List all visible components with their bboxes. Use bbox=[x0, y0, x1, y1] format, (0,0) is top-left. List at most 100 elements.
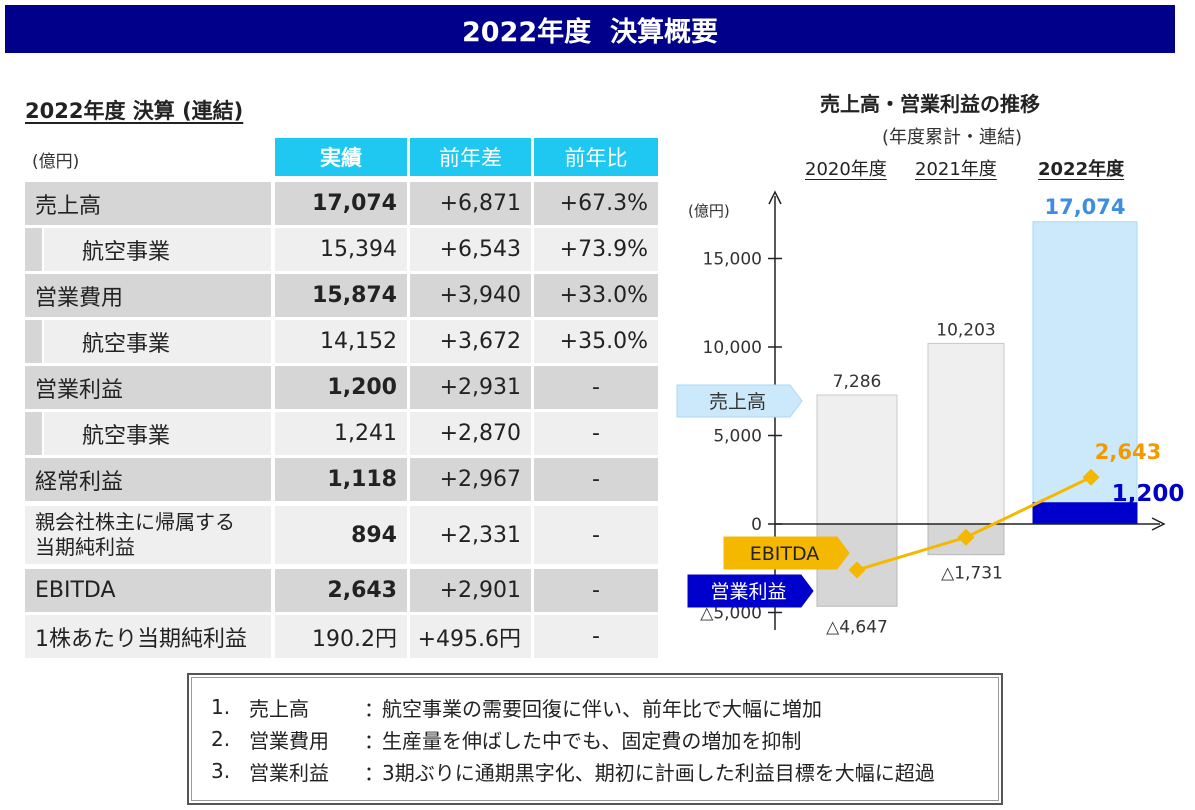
row-diff: +6,871 bbox=[410, 182, 531, 225]
note-number: 2. bbox=[211, 727, 231, 751]
row-diff: +2,870 bbox=[410, 412, 531, 455]
page-banner: 2022年度 決算概要 bbox=[5, 5, 1175, 53]
y-tick-label: 15,000 bbox=[703, 250, 762, 270]
table-unit-label: (億円) bbox=[32, 152, 80, 172]
sales-value-label: 10,203 bbox=[936, 320, 995, 340]
operating-profit-value-label: 1,200 bbox=[1112, 481, 1185, 507]
note-text: 生産量を伸ばした中でも、固定費の増加を抑制 bbox=[382, 728, 802, 753]
row-label: 経常利益 bbox=[25, 458, 271, 501]
operating-profit-bar bbox=[816, 523, 898, 607]
chart-category-2022: 2022年度 bbox=[1038, 159, 1125, 180]
ebitda-point bbox=[848, 561, 866, 579]
ebitda-point bbox=[957, 528, 975, 546]
table-title: 2022年度 決算 (連結) bbox=[25, 99, 244, 123]
row-actual: 894 bbox=[275, 506, 407, 564]
sales-bar bbox=[1032, 221, 1138, 525]
row-actual: 1,200 bbox=[275, 366, 407, 409]
row-label: 売上高 bbox=[25, 182, 271, 225]
banner-title: 2022年度 決算概要 bbox=[462, 16, 718, 48]
row-label: 親会社株主に帰属する 当期純利益 bbox=[25, 506, 271, 564]
note-number: 3. bbox=[211, 759, 231, 783]
chart-subtitle: (年度累計・連結) bbox=[882, 127, 1023, 148]
row-label-line1: 親会社株主に帰属する bbox=[35, 510, 235, 534]
summary-notes-box: 1. 売上高：航空事業の需要回復に伴い、前年比で大幅に増加 2. 営業費用：生産量を伸… bbox=[187, 673, 1003, 805]
operating-profit-value-label: △4,647 bbox=[826, 617, 888, 637]
ebitda-point bbox=[1082, 468, 1100, 486]
row-ratio: +73.9% bbox=[534, 228, 658, 271]
chart-category-2021: 2021年度 bbox=[915, 159, 997, 180]
row-label: 営業費用 bbox=[25, 274, 271, 317]
header-diff: 前年差 bbox=[410, 138, 531, 176]
row-label: EBITDA bbox=[25, 569, 271, 612]
row-diff: +2,967 bbox=[410, 458, 531, 501]
row-label: 1株あたり当期純利益 bbox=[25, 615, 271, 658]
note-number: 1. bbox=[211, 695, 231, 719]
note-separator: ： bbox=[364, 696, 384, 721]
legend-tag-sales-label: 売上高 bbox=[709, 391, 766, 413]
sales-bar bbox=[927, 342, 1005, 525]
row-diff: +2,901 bbox=[410, 569, 531, 612]
row-ratio: - bbox=[534, 615, 658, 658]
row-diff: +3,672 bbox=[410, 320, 531, 363]
row-ratio: +33.0% bbox=[534, 274, 658, 317]
legend-tag-ebitda bbox=[723, 536, 850, 570]
note-separator: ： bbox=[364, 728, 384, 753]
row-actual: 17,074 bbox=[275, 182, 407, 225]
row-ratio: - bbox=[534, 412, 658, 455]
note-row: 1. 売上高 ：航空事業の需要回復に伴い、前年比で大幅に増加 bbox=[211, 691, 1001, 723]
sub-row-indent bbox=[25, 320, 42, 363]
note-separator: ： bbox=[364, 760, 384, 785]
row-label: 営業利益 bbox=[25, 366, 271, 409]
operating-profit-bar bbox=[927, 523, 1005, 556]
operating-profit-bar bbox=[1032, 502, 1138, 525]
note-key: 営業費用 bbox=[249, 728, 329, 753]
operating-profit-value-label: △1,731 bbox=[941, 564, 1003, 584]
y-axis-unit: (億円) bbox=[688, 202, 730, 220]
sales-bar bbox=[816, 394, 898, 525]
row-label: 航空事業 bbox=[44, 412, 271, 455]
y-tick-label: 0 bbox=[751, 515, 762, 535]
row-ratio: +67.3% bbox=[534, 182, 658, 225]
row-diff: +2,931 bbox=[410, 366, 531, 409]
header-ratio: 前年比 bbox=[534, 138, 658, 176]
row-diff: +3,940 bbox=[410, 274, 531, 317]
row-diff: +6,543 bbox=[410, 228, 531, 271]
row-diff: +2,331 bbox=[410, 506, 531, 564]
row-ratio: - bbox=[534, 366, 658, 409]
row-actual: 15,394 bbox=[275, 228, 407, 271]
note-text: 航空事業の需要回復に伴い、前年比で大幅に増加 bbox=[382, 696, 822, 721]
note-row: 2. 営業費用 ：生産量を伸ばした中でも、固定費の増加を抑制 bbox=[211, 723, 1001, 755]
ebitda-line bbox=[856, 475, 1092, 572]
ebitda-value-label: 2,643 bbox=[1095, 440, 1161, 464]
note-text: 3期ぶりに通期黒字化、期初に計画した利益目標を大幅に超過 bbox=[382, 760, 935, 785]
y-axis-arrow bbox=[768, 190, 782, 205]
legend-tag-ebitda-label: EBITDA bbox=[750, 543, 820, 565]
row-label: 航空事業 bbox=[44, 228, 271, 271]
sub-row-indent bbox=[25, 228, 42, 271]
row-actual: 2,643 bbox=[275, 569, 407, 612]
chart-category-2020: 2020年度 bbox=[805, 159, 887, 180]
row-label: 航空事業 bbox=[44, 320, 271, 363]
legend-tag-sales bbox=[676, 384, 803, 418]
chart-title: 売上高・営業利益の推移 bbox=[820, 92, 1040, 116]
row-label-line2: 当期純利益 bbox=[35, 535, 135, 559]
y-tick-label: △5,000 bbox=[700, 604, 762, 624]
row-actual: 1,241 bbox=[275, 412, 407, 455]
note-key: 営業利益 bbox=[249, 760, 329, 785]
legend-tag-operating-profit bbox=[687, 574, 814, 608]
y-tick-label: 10,000 bbox=[703, 338, 762, 358]
sub-row-indent bbox=[25, 412, 42, 455]
row-ratio: - bbox=[534, 458, 658, 501]
legend-tag-operating-profit-label: 営業利益 bbox=[710, 581, 786, 603]
row-actual: 14,152 bbox=[275, 320, 407, 363]
row-actual: 190.2円 bbox=[275, 615, 407, 658]
y-tick-label: 5,000 bbox=[713, 427, 762, 447]
sales-value-label: 17,074 bbox=[1044, 195, 1125, 219]
sales-value-label: 7,286 bbox=[833, 372, 882, 392]
note-row: 3. 営業利益 ： 3期ぶりに通期黒字化、期初に計画した利益目標を大幅に超過 bbox=[211, 755, 1001, 787]
row-ratio: - bbox=[534, 506, 658, 564]
row-ratio: +35.0% bbox=[534, 320, 658, 363]
row-actual: 1,118 bbox=[275, 458, 407, 501]
row-diff: +495.6円 bbox=[410, 615, 531, 658]
row-ratio: - bbox=[534, 569, 658, 612]
